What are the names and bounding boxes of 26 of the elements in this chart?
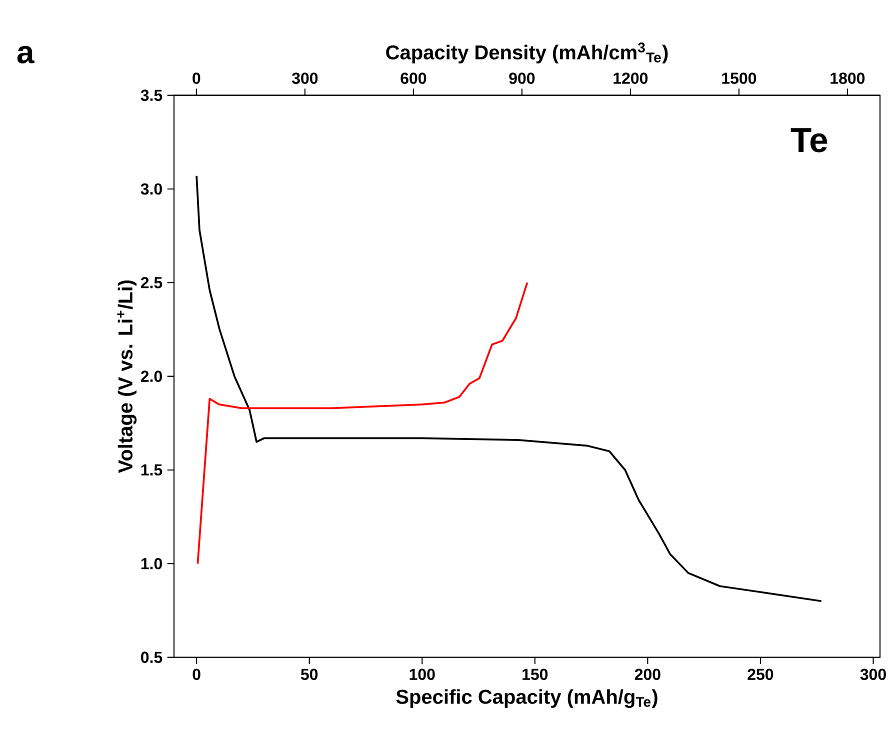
- x-tick-label: 300: [860, 668, 886, 680]
- x2-axis-title: Capacity Density (mAh/cm$^{3}$$_{Te}$): [386, 42, 668, 64]
- x2-tick-label: 1500: [722, 72, 756, 84]
- text: a: [17, 46, 34, 64]
- x2-tick-label: 1200: [614, 72, 648, 84]
- x-axis-title: Specific Capacity (mAh/g$_{Te}$): [396, 689, 658, 708]
- y-axis-title: Voltage (V vs. Li$^{+}$/Li): [117, 280, 137, 474]
- y-tick-label: 0.5: [141, 652, 162, 663]
- x2-tick-label: 900: [509, 72, 535, 84]
- y-tick-label: 1.0: [141, 558, 162, 570]
- x2-tick-label: 0: [192, 72, 200, 84]
- x2-tick-label: 1800: [830, 72, 865, 84]
- x-tick-label: 150: [522, 668, 548, 680]
- x-tick-label: 100: [410, 668, 435, 680]
- x-tick-label: 250: [748, 668, 774, 680]
- y-tick-label: 2.5: [140, 276, 162, 288]
- x2-tick-label: 300: [292, 72, 318, 84]
- y-tick-label: 3.5: [140, 90, 162, 102]
- y-tick-label: 3.0: [140, 183, 162, 195]
- x2-tick-label: 600: [400, 72, 426, 84]
- y-tick-label: 1.5: [141, 464, 162, 476]
- x-tick-label: 200: [634, 668, 660, 680]
- x-tick-label: 0: [192, 668, 200, 680]
- y-tick-label: 2.0: [140, 370, 162, 382]
- x-tick-label: 50: [300, 668, 318, 680]
- annotation: Te: [790, 128, 828, 152]
